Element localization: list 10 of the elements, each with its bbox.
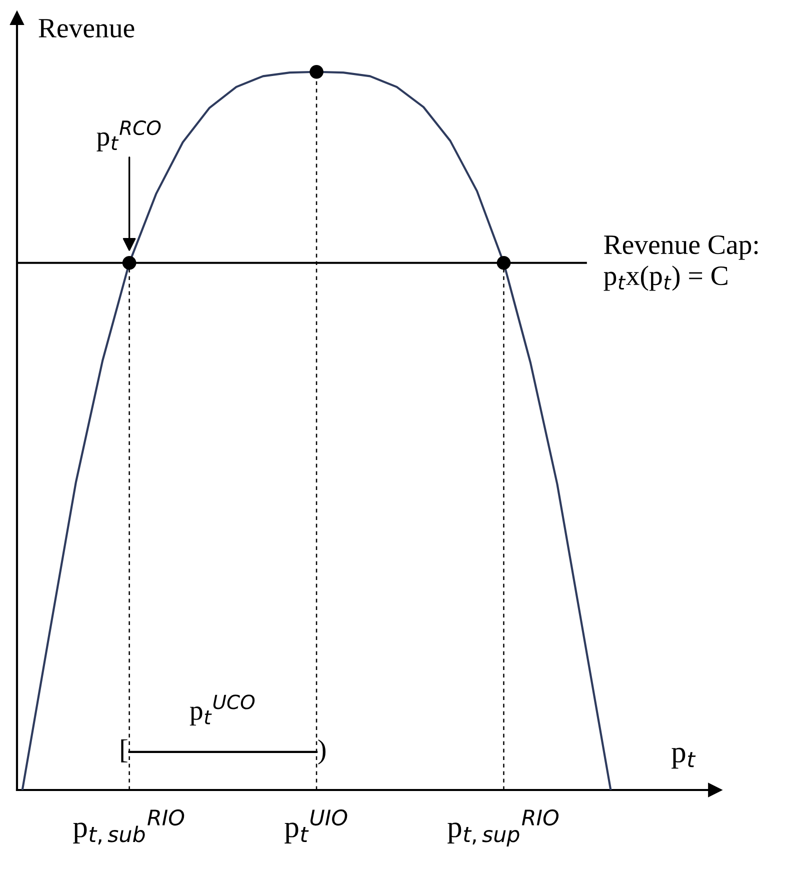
x-tick-label: p$_{t,sup}$$^{RIO}$ xyxy=(448,809,559,846)
annotation: [ xyxy=(121,739,128,762)
x-tick-label: p$_{t,sub}$$^{RIO}$ xyxy=(73,809,184,844)
y-axis-title: Revenue xyxy=(38,19,134,38)
ref-line-label: Revenue Cap: p$_{t}$x(p$_{t}$) = C xyxy=(604,235,758,291)
x-axis-title: p$_{t}$ xyxy=(672,748,696,769)
x-tick-label: p$_{t}$$^{UIO}$ xyxy=(284,809,348,844)
annotation: p$_{t}$$^{UCO}$ xyxy=(190,694,255,726)
annotation: p$_{t}$$^{RCO}$ xyxy=(96,120,161,152)
annotation: ) xyxy=(318,739,326,765)
